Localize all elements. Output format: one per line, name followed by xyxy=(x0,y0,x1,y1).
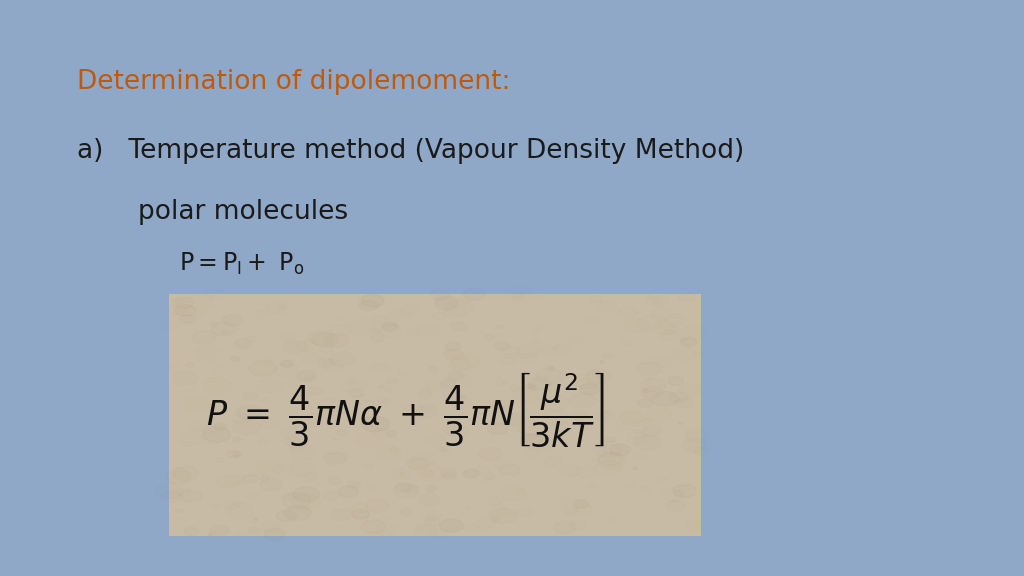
Text: Determination of dipolemoment:: Determination of dipolemoment: xyxy=(77,69,510,95)
Text: a)   Temperature method (Vapour Density Method): a) Temperature method (Vapour Density Me… xyxy=(77,138,744,164)
Text: polar molecules: polar molecules xyxy=(138,199,348,225)
Text: $\mathregular{P=P_I+\ P_o}$: $\mathregular{P=P_I+\ P_o}$ xyxy=(179,251,305,276)
FancyBboxPatch shape xyxy=(169,294,701,536)
Text: $P\ =\ \dfrac{4}{3}\pi N\alpha\ +\ \dfrac{4}{3}\pi N\left[\dfrac{\mu^{2}}{3kT}\r: $P\ =\ \dfrac{4}{3}\pi N\alpha\ +\ \dfra… xyxy=(206,370,605,449)
